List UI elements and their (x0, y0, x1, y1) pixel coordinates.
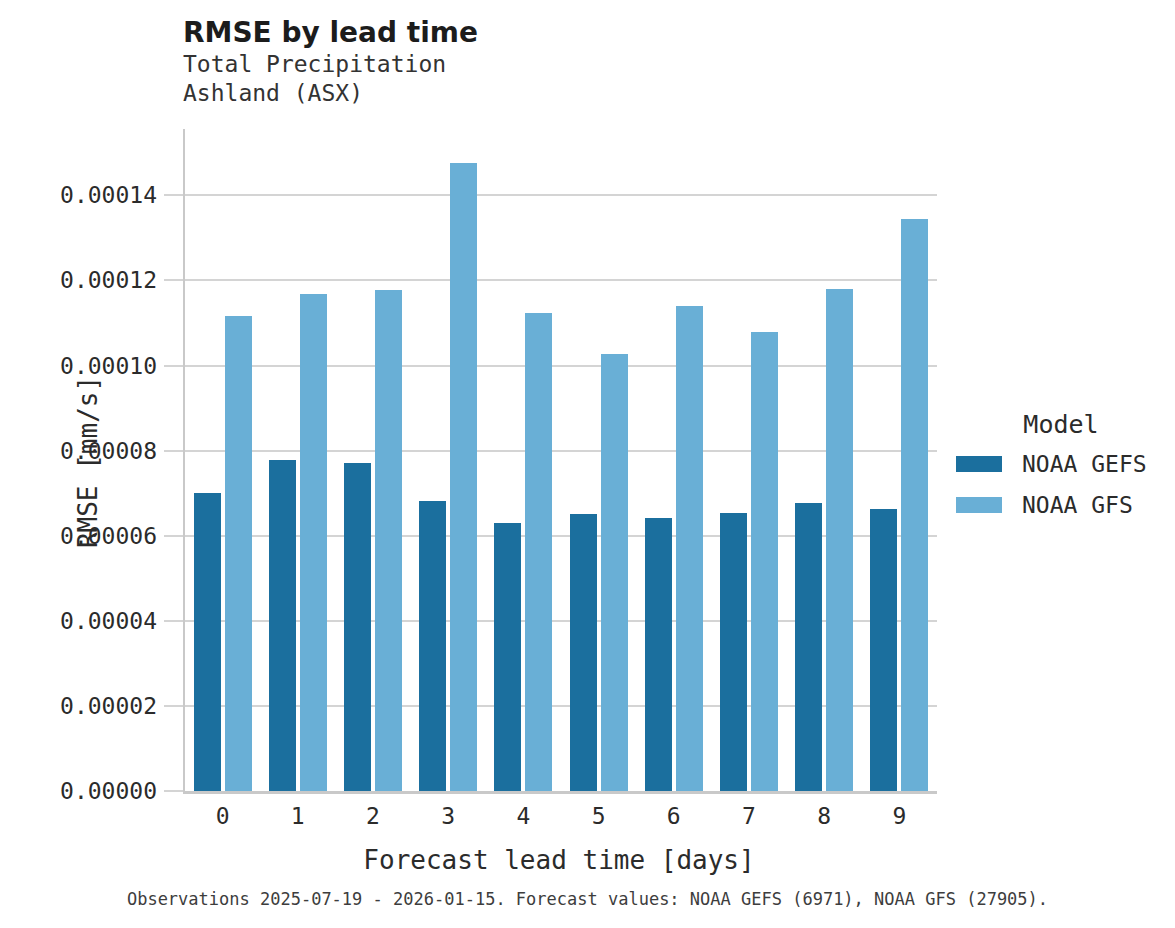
x-tick-label: 2 (336, 802, 411, 830)
bar-noaa-gfs-lead-9 (901, 219, 928, 791)
y-tick-mark (164, 535, 183, 537)
bar-noaa-gefs-lead-1 (269, 460, 296, 791)
bar-noaa-gefs-lead-3 (419, 501, 446, 791)
gridline (185, 279, 937, 281)
legend-label-noaa-gfs: NOAA GFS (1022, 491, 1133, 519)
chart-canvas: RMSE by lead time Total Precipitation As… (0, 0, 1175, 928)
y-tick-label: 0.00002 (57, 692, 157, 720)
gridline (185, 620, 937, 622)
bar-noaa-gfs-lead-4 (525, 313, 552, 791)
x-tick-label: 9 (862, 802, 937, 830)
x-tick-label: 4 (486, 802, 561, 830)
caption: Observations 2025-07-19 - 2026-01-15. Fo… (0, 889, 1175, 909)
legend-swatch-noaa-gefs-icon (956, 456, 1002, 472)
bar-noaa-gefs-lead-8 (795, 503, 822, 791)
x-tick-label: 5 (561, 802, 636, 830)
gridline (185, 535, 937, 537)
legend-label-noaa-gefs: NOAA GEFS (1022, 450, 1147, 478)
x-tick-label: 8 (787, 802, 862, 830)
chart-subtitle-variable: Total Precipitation (183, 50, 478, 79)
y-tick-label: 0.00000 (57, 777, 157, 805)
bar-noaa-gefs-lead-9 (870, 509, 897, 791)
bar-noaa-gefs-lead-5 (570, 514, 597, 791)
y-tick-label: 0.00012 (57, 266, 157, 294)
bar-noaa-gfs-lead-0 (225, 316, 252, 791)
chart-subtitle-station: Ashland (ASX) (183, 79, 478, 108)
bar-noaa-gefs-lead-6 (645, 518, 672, 791)
x-tick-label: 1 (260, 802, 335, 830)
y-tick-label: 0.00008 (57, 437, 157, 465)
y-tick-label: 0.00010 (57, 352, 157, 380)
bar-noaa-gfs-lead-6 (676, 306, 703, 791)
bar-noaa-gefs-lead-4 (494, 523, 521, 791)
gridline (185, 194, 937, 196)
legend: Model NOAA GEFS NOAA GFS (956, 410, 1166, 532)
bar-noaa-gfs-lead-2 (375, 290, 402, 791)
y-tick-label: 0.00014 (57, 181, 157, 209)
x-axis-title: Forecast lead time [days] (183, 845, 935, 875)
x-tick-label: 0 (185, 802, 260, 830)
bar-noaa-gefs-lead-0 (194, 493, 221, 791)
legend-swatch-noaa-gfs-icon (956, 497, 1002, 513)
x-tick-label: 3 (411, 802, 486, 830)
bar-noaa-gefs-lead-2 (344, 463, 371, 791)
bar-noaa-gfs-lead-1 (300, 294, 327, 791)
y-tick-mark (164, 450, 183, 452)
bar-noaa-gfs-lead-7 (751, 332, 778, 791)
bar-noaa-gfs-lead-5 (601, 354, 628, 791)
y-tick-mark (164, 194, 183, 196)
y-tick-mark (164, 365, 183, 367)
y-tick-mark (164, 620, 183, 622)
chart-title: RMSE by lead time (183, 16, 478, 50)
legend-title: Model (956, 410, 1166, 440)
legend-entry-gefs: NOAA GEFS (956, 450, 1166, 478)
bar-noaa-gfs-lead-3 (450, 163, 477, 791)
gridline (185, 365, 937, 367)
chart-header: RMSE by lead time Total Precipitation As… (183, 16, 478, 108)
y-tick-mark (164, 790, 183, 792)
y-tick-mark (164, 279, 183, 281)
bar-noaa-gefs-lead-7 (720, 513, 747, 791)
y-tick-mark (164, 705, 183, 707)
gridline (185, 705, 937, 707)
y-tick-label: 0.00006 (57, 522, 157, 550)
x-tick-label: 6 (636, 802, 711, 830)
gridline (185, 450, 937, 452)
bar-noaa-gfs-lead-8 (826, 289, 853, 791)
x-tick-label: 7 (712, 802, 787, 830)
legend-entry-gfs: NOAA GFS (956, 491, 1166, 519)
y-tick-label: 0.00004 (57, 607, 157, 635)
plot-area: 0.000000.000020.000040.000060.000080.000… (183, 129, 937, 794)
